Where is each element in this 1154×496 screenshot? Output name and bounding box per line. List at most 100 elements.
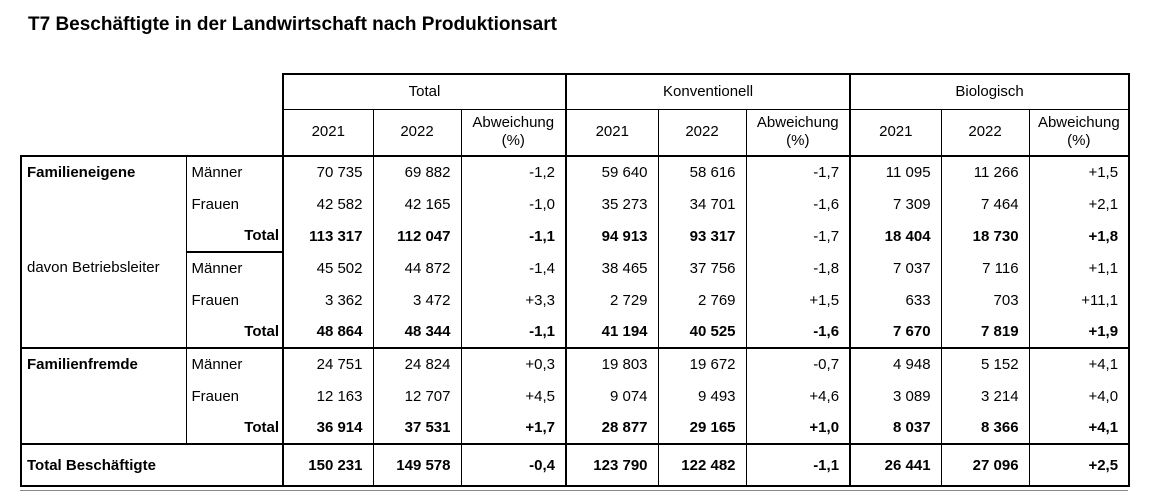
data-cell: 37 531 [372,412,461,444]
data-cell: 29 165 [657,412,747,444]
row-group-label: davon Betriebsleiter [20,252,186,348]
data-cell: 3 362 [282,284,373,316]
row-sub-label: Frauen [185,380,283,412]
data-cell: +4,1 [1028,412,1131,444]
data-cell: +1,8 [1028,220,1131,252]
column-group-konventionell: Konventionell [565,73,851,110]
data-cell: -1,6 [745,316,851,348]
data-cell: 633 [849,284,942,316]
data-cell: +0,3 [460,347,567,380]
data-cell: -1,6 [745,188,851,220]
data-cell: -1,7 [745,220,851,252]
data-cell: 48 344 [372,316,461,348]
row-total-label: Total [185,412,283,444]
header-spacer [21,74,283,156]
data-cell: -1,1 [460,220,567,252]
data-cell: 38 465 [565,252,659,284]
data-cell: +4,1 [1028,347,1131,380]
column-group-total: Total [281,73,567,110]
column-header-abweichung: Abweichung (%) [1028,109,1131,157]
data-cell: 48 864 [282,316,373,348]
data-cell: 7 819 [940,316,1030,348]
row-group-label: Familieneigene [20,155,186,252]
table-row: Total 36 914 37 531 +1,7 28 877 29 165 +1,0 8 0… [21,412,1131,444]
table-body: Familieneigene Männer 70 735 69 882 -1,2 59 6… [20,155,1131,487]
data-cell: 7 464 [940,188,1030,220]
data-cell: 41 194 [565,316,659,348]
data-cell: +3,3 [460,284,567,316]
table-row: davon Betriebsleiter Männer 45 502 44 872 -1… [20,251,1131,348]
column-group-header-row: Total Konventionell Biologisch [21,73,1131,110]
footer-label: Total Beschäftigte [20,443,283,487]
column-header-row: 2021 2022 Abweichung (%) 2021 2022 Abwei… [21,109,1131,157]
row-sub-label: Frauen [185,284,283,316]
data-cell: 37 756 [657,252,747,284]
column-header-abweichung: Abweichung (%) [745,109,851,157]
row-total-label: Total [185,316,283,348]
data-cell: 150 231 [282,443,373,487]
data-cell: 94 913 [565,220,659,252]
data-cell: 123 790 [565,443,659,487]
row-sub-label: Frauen [185,188,283,220]
row-sub-label: Männer [185,155,283,188]
data-cell: 2 769 [657,284,747,316]
data-cell: 3 214 [940,380,1030,412]
data-cell: 703 [940,284,1030,316]
data-cell: 9 493 [657,380,747,412]
data-cell: 26 441 [849,443,942,487]
data-cell: +2,5 [1028,443,1131,487]
data-cell: 19 803 [565,347,659,380]
data-cell: +1,7 [460,412,567,444]
table-bottom-rule [20,490,1128,491]
data-cell: +2,1 [1028,188,1131,220]
data-cell: 8 366 [940,412,1030,444]
data-cell: 93 317 [657,220,747,252]
column-header-2021: 2021 [565,109,659,157]
data-cell: -1,8 [745,252,851,284]
data-cell: +1,1 [1028,252,1131,284]
row-group-label: Familienfremde [20,347,186,444]
column-header-abweichung: Abweichung (%) [460,109,567,157]
column-header-2021: 2021 [282,109,373,157]
data-cell: 28 877 [565,412,659,444]
data-cell: +1,9 [1028,316,1131,348]
data-cell: 8 037 [849,412,942,444]
data-cell: 27 096 [940,443,1030,487]
data-cell: 11 266 [940,155,1030,188]
data-cell: +4,5 [460,380,567,412]
data-cell: 7 116 [940,252,1030,284]
data-cell: 70 735 [282,155,373,188]
table-row: Frauen 42 582 42 165 -1,0 35 273 34 701 -1,6 7 … [21,188,1131,220]
data-cell: 11 095 [849,155,942,188]
data-cell: -0,7 [745,347,851,380]
table-row: Total 113 317 112 047 -1,1 94 913 93 317 -1,7 1… [21,220,1131,252]
data-cell: 45 502 [282,252,373,284]
column-header-2021: 2021 [849,109,942,157]
data-cell: 69 882 [372,155,461,188]
data-cell: 24 751 [282,347,373,380]
data-cell: 40 525 [657,316,747,348]
data-cell: 12 707 [372,380,461,412]
data-cell: 3 089 [849,380,942,412]
column-header-2022: 2022 [372,109,461,157]
data-cell: 59 640 [565,155,659,188]
data-cell: 3 472 [372,284,461,316]
data-cell: 5 152 [940,347,1030,380]
row-sub-label: Männer [185,347,283,380]
data-cell: 58 616 [657,155,747,188]
data-cell: 42 165 [372,188,461,220]
data-cell: 44 872 [372,252,461,284]
data-cell: 112 047 [372,220,461,252]
data-cell: +11,1 [1028,284,1131,316]
data-cell: 42 582 [282,188,373,220]
data-cell: 113 317 [282,220,373,252]
data-cell: +4,0 [1028,380,1131,412]
data-cell: -1,1 [745,443,851,487]
data-cell: 4 948 [849,347,942,380]
data-cell: 149 578 [372,443,461,487]
data-cell: +1,5 [745,284,851,316]
data-cell: 34 701 [657,188,747,220]
data-cell: 18 404 [849,220,942,252]
data-cell: 7 309 [849,188,942,220]
data-cell: -1,1 [460,316,567,348]
